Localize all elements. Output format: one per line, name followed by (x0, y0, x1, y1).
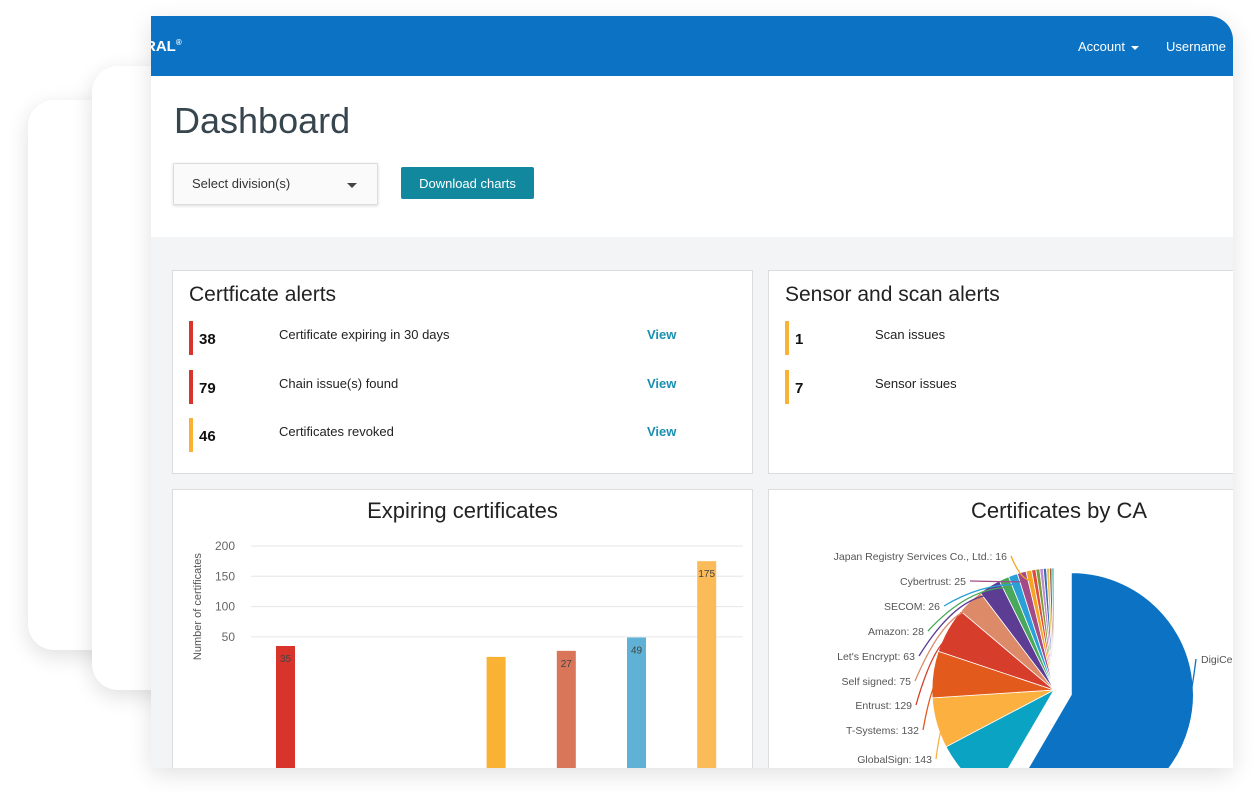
panel-title: Certficate alerts (189, 283, 337, 306)
bar-value-label: 49 (631, 646, 643, 657)
brand-logo[interactable]: RAL® (151, 38, 182, 55)
alert-row: 1 Scan issues (785, 321, 1233, 355)
pie-slice-label: T-Systems: 132 (846, 725, 919, 737)
alert-row: 38 Certificate expiring in 30 days View (189, 321, 749, 355)
pie-slice-label: Japan Registry Services Co., Ltd.: 16 (834, 551, 1007, 563)
caret-down-icon (1130, 45, 1139, 50)
pie-leader-line (935, 719, 947, 760)
alert-severity-bar (189, 321, 193, 355)
bar (627, 637, 646, 768)
bar-value-label: 175 (698, 569, 715, 580)
download-charts-button[interactable]: Download charts (401, 167, 534, 199)
alert-count: 38 (199, 331, 216, 348)
bar (556, 650, 576, 768)
caret-down-icon (347, 183, 357, 188)
bar (486, 656, 506, 768)
alert-text: Scan issues (875, 327, 946, 342)
alert-row: 79 Chain issue(s) found View (189, 369, 749, 404)
certificate-alerts-panel: Certficate alerts 38 Certificate expiring… (172, 270, 753, 474)
pie-slice (1028, 572, 1194, 768)
y-tick-label: 100 (215, 600, 235, 614)
pie-slice-label: Let's Encrypt: 63 (837, 651, 915, 663)
chart-title: Certificates by CA (970, 498, 1148, 523)
registered-mark: ® (175, 38, 182, 47)
bar-value-label: 35 (280, 654, 292, 665)
y-tick-label: 150 (215, 569, 235, 583)
pie-slice-label: GlobalSign: 143 (857, 754, 932, 766)
view-link[interactable]: View (647, 424, 677, 439)
pie-leader-line (918, 594, 995, 657)
page-title: Dashboard (174, 100, 351, 141)
pie-leader-line (927, 586, 1008, 632)
alert-text: Sensor issues (875, 375, 957, 391)
dashboard-window: RAL® Account Username Dashboard Select d… (151, 16, 1233, 768)
alert-row: 7 Sensor issues (785, 369, 1233, 404)
y-tick-label: 200 (215, 539, 235, 553)
alert-text: Certificate expiring in 30 days (279, 327, 450, 342)
alert-count: 1 (795, 331, 804, 348)
chart-title: Expiring certificates (367, 498, 558, 523)
alert-count: 46 (199, 428, 216, 445)
y-axis-label: Number of certificates (192, 553, 204, 660)
y-tick-label: 50 (222, 630, 236, 644)
pie-leader-line (1179, 658, 1197, 725)
pie-leader-line (914, 607, 977, 682)
pie-leader-line (943, 583, 1017, 607)
pie-slice-label: DigiCe (1201, 654, 1233, 666)
bar (697, 561, 717, 768)
pie-slice-label: SECOM: 26 (884, 601, 940, 613)
sensor-scan-alerts-panel: Sensor and scan alerts 1 Scan issues 7 Sens… (768, 270, 1233, 474)
view-link[interactable]: View (647, 327, 677, 342)
alert-row: 46 Certificates revoked View (189, 418, 749, 452)
pie-slice-label: Self signed: 75 (842, 676, 912, 688)
pie-leader-line (1010, 555, 1031, 581)
pie-leader-line (969, 580, 1025, 583)
alert-severity-bar (785, 369, 789, 404)
pie-slice-label: Cybertrust: 25 (900, 576, 966, 588)
view-link[interactable]: View (647, 375, 677, 391)
page-header: Dashboard Select division(s) Download ch… (151, 76, 1233, 237)
expiring-certificates-panel: Expiring certificates 50 100 150 200 Number … (172, 489, 753, 768)
alert-text: Chain issue(s) found (279, 375, 399, 391)
division-select-label: Select division(s) (192, 176, 291, 191)
pie-slice (1051, 567, 1055, 691)
certificates-by-ca-chart: DigiCe GlobalSign: 143 T-Systems: 132 Entru… (834, 551, 1233, 768)
alert-severity-bar (189, 369, 193, 404)
alert-severity-bar (785, 321, 789, 355)
division-select[interactable]: Select division(s) (173, 163, 378, 205)
account-menu[interactable]: Account (1078, 39, 1139, 54)
alert-count: 79 (199, 379, 216, 397)
username-menu[interactable]: Username (1166, 39, 1226, 54)
brand-text: RAL (151, 38, 176, 55)
alert-text: Certificates revoked (279, 424, 394, 439)
account-label: Account (1078, 39, 1125, 54)
top-navigation-bar: RAL® Account Username (151, 16, 1233, 76)
pie-leader-line (915, 634, 957, 706)
panel-title: Sensor and scan alerts (785, 283, 1000, 306)
alert-count: 7 (795, 379, 804, 397)
alert-severity-bar (189, 418, 193, 452)
bar-value-label: 27 (561, 659, 573, 670)
certificates-by-ca-panel: Certificates by CA DigiCe GlobalSign: 143… (768, 489, 1233, 768)
pie-leader-line (922, 674, 943, 731)
expiring-certificates-chart: 50 100 150 200 Number of certificates 35 27 49 1… (192, 539, 743, 768)
pie-slice-label: Entrust: 129 (855, 700, 912, 712)
pie-slice-label: Amazon: 28 (868, 626, 924, 638)
bar (276, 645, 295, 768)
